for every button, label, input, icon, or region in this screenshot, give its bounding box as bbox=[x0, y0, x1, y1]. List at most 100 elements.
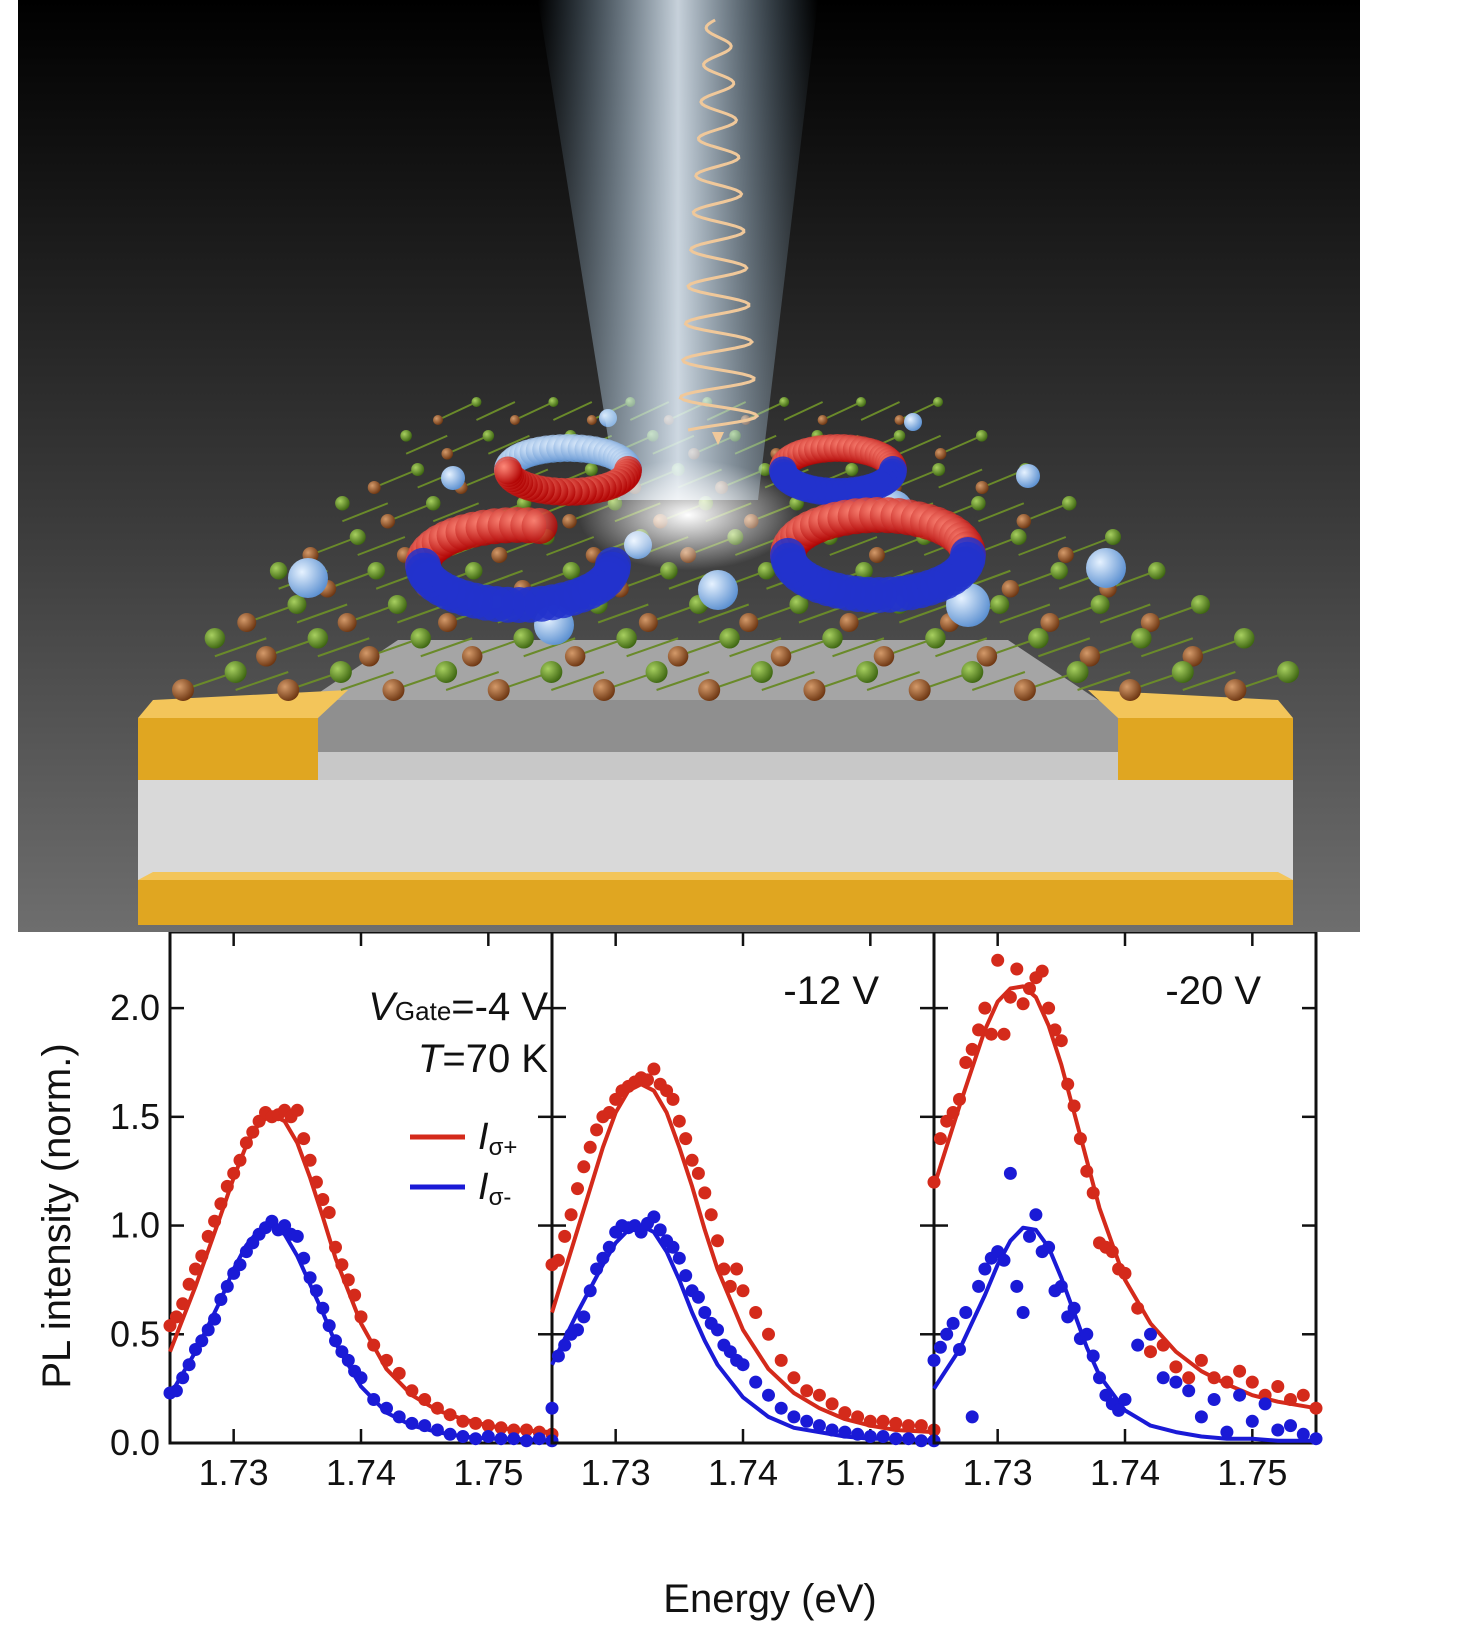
data-point-sigma-minus bbox=[1296, 1427, 1310, 1441]
data-point-sigma-minus bbox=[800, 1414, 814, 1428]
data-point-sigma-minus bbox=[978, 1262, 992, 1276]
data-point-sigma-minus bbox=[380, 1401, 393, 1415]
data-point-sigma-plus bbox=[1048, 1023, 1062, 1037]
data-point-sigma-plus bbox=[691, 1166, 705, 1180]
data-point-sigma-plus bbox=[984, 1027, 998, 1041]
data-point-sigma-plus bbox=[1169, 1360, 1183, 1374]
panel-voltage-label: -20 V bbox=[1165, 969, 1261, 1013]
data-point-sigma-minus bbox=[201, 1323, 215, 1337]
data-point-sigma-plus bbox=[392, 1366, 406, 1380]
data-point-sigma-plus bbox=[1271, 1380, 1285, 1393]
y-tick-label: 1.0 bbox=[110, 1205, 160, 1246]
data-point-sigma-plus bbox=[189, 1262, 202, 1276]
data-point-sigma-minus bbox=[494, 1432, 508, 1446]
data-point-sigma-minus bbox=[749, 1375, 763, 1389]
data-point-sigma-minus bbox=[309, 1284, 323, 1298]
data-point-sigma-minus bbox=[469, 1432, 483, 1446]
data-point-sigma-plus bbox=[367, 1338, 381, 1352]
data-point-sigma-plus bbox=[233, 1153, 247, 1167]
data-point-sigma-plus bbox=[978, 1001, 992, 1015]
data-point-sigma-minus bbox=[354, 1371, 368, 1385]
x-tick-label: 1.73 bbox=[199, 1452, 269, 1493]
data-point-sigma-minus bbox=[430, 1423, 444, 1437]
data-point-sigma-minus bbox=[169, 1384, 183, 1398]
data-point-sigma-minus bbox=[838, 1425, 852, 1439]
data-point-sigma-minus bbox=[577, 1310, 591, 1324]
data-point-sigma-minus bbox=[825, 1423, 839, 1437]
data-point-sigma-minus bbox=[583, 1284, 597, 1298]
data-point-sigma-plus bbox=[494, 1421, 508, 1435]
data-point-sigma-plus bbox=[1194, 1353, 1208, 1367]
data-point-sigma-minus bbox=[297, 1251, 311, 1265]
data-point-sigma-plus bbox=[1296, 1388, 1310, 1402]
data-point-sigma-minus bbox=[1169, 1375, 1183, 1389]
data-point-sigma-plus bbox=[290, 1103, 304, 1117]
exciton-rings bbox=[405, 434, 986, 623]
data-point-sigma-plus bbox=[316, 1193, 330, 1206]
data-point-sigma-plus bbox=[322, 1206, 336, 1219]
data-point-sigma-plus bbox=[672, 1114, 686, 1128]
data-point-sigma-minus bbox=[1284, 1419, 1297, 1433]
x-tick-label: 1.73 bbox=[963, 1452, 1033, 1493]
x-axis-label: Energy (eV) bbox=[663, 1577, 876, 1621]
data-point-sigma-plus bbox=[1042, 1001, 1056, 1015]
x-tick-label: 1.75 bbox=[1217, 1452, 1287, 1493]
data-point-sigma-minus bbox=[1309, 1432, 1323, 1446]
data-point-sigma-plus bbox=[551, 1253, 565, 1267]
data-point-sigma-plus bbox=[959, 1056, 973, 1069]
y-tick-label: 0.0 bbox=[110, 1422, 160, 1463]
data-point-sigma-plus bbox=[558, 1229, 572, 1243]
data-point-sigma-minus bbox=[1182, 1384, 1196, 1398]
data-point-sigma-minus bbox=[946, 1316, 960, 1330]
data-point-sigma-plus bbox=[838, 1406, 852, 1420]
data-point-sigma-plus bbox=[201, 1229, 215, 1243]
data-point-sigma-minus bbox=[653, 1223, 667, 1237]
data-point-sigma-plus bbox=[749, 1306, 763, 1319]
data-point-sigma-plus bbox=[1105, 1245, 1119, 1259]
data-point-sigma-plus bbox=[787, 1371, 801, 1385]
data-point-sigma-minus bbox=[195, 1334, 209, 1348]
data-point-sigma-minus bbox=[1258, 1397, 1272, 1411]
data-point-sigma-plus bbox=[456, 1414, 470, 1428]
data-point-sigma-minus bbox=[972, 1279, 986, 1293]
data-point-sigma-plus bbox=[1233, 1364, 1247, 1378]
data-point-sigma-minus bbox=[1016, 1306, 1030, 1319]
data-point-sigma-plus bbox=[889, 1416, 903, 1430]
data-point-sigma-minus bbox=[551, 1349, 565, 1363]
data-point-sigma-minus bbox=[1144, 1327, 1157, 1341]
data-point-sigma-minus bbox=[851, 1427, 865, 1441]
data-point-sigma-minus bbox=[997, 1253, 1011, 1267]
data-point-sigma-plus bbox=[182, 1277, 196, 1291]
data-point-sigma-plus bbox=[341, 1273, 355, 1287]
data-point-sigma-minus bbox=[1003, 1166, 1017, 1180]
data-point-sigma-minus bbox=[418, 1419, 432, 1433]
data-point-sigma-plus bbox=[1067, 1099, 1081, 1113]
device-illustration bbox=[18, 0, 1360, 932]
data-point-sigma-plus bbox=[354, 1310, 368, 1324]
y-tick-label: 1.5 bbox=[110, 1096, 160, 1137]
data-point-sigma-plus bbox=[641, 1073, 654, 1087]
data-point-sigma-minus bbox=[1067, 1301, 1081, 1315]
data-point-sigma-minus bbox=[1054, 1279, 1068, 1293]
photon-wave bbox=[678, 18, 760, 432]
data-point-sigma-minus bbox=[953, 1343, 966, 1356]
data-point-sigma-minus bbox=[596, 1251, 610, 1265]
vgate-value: =-4 V bbox=[451, 985, 548, 1029]
data-point-sigma-plus bbox=[583, 1140, 597, 1154]
data-point-sigma-minus bbox=[456, 1430, 470, 1443]
data-point-sigma-minus bbox=[290, 1229, 304, 1243]
x-tick-label: 1.74 bbox=[1090, 1452, 1160, 1493]
data-point-sigma-plus bbox=[991, 953, 1005, 967]
data-point-sigma-plus bbox=[348, 1288, 362, 1302]
data-point-sigma-plus bbox=[1309, 1401, 1323, 1415]
data-point-sigma-minus bbox=[736, 1358, 750, 1372]
data-point-sigma-plus bbox=[965, 1042, 979, 1056]
data-point-sigma-minus bbox=[933, 1340, 947, 1354]
data-point-sigma-minus bbox=[698, 1306, 712, 1319]
data-point-sigma-minus bbox=[1086, 1349, 1100, 1363]
y-axis-label: PL intensity (norm.) bbox=[35, 1043, 79, 1388]
data-point-sigma-minus bbox=[863, 1430, 877, 1443]
data-point-sigma-minus bbox=[367, 1393, 381, 1406]
data-point-sigma-plus bbox=[571, 1182, 584, 1196]
data-point-sigma-plus bbox=[863, 1414, 877, 1428]
